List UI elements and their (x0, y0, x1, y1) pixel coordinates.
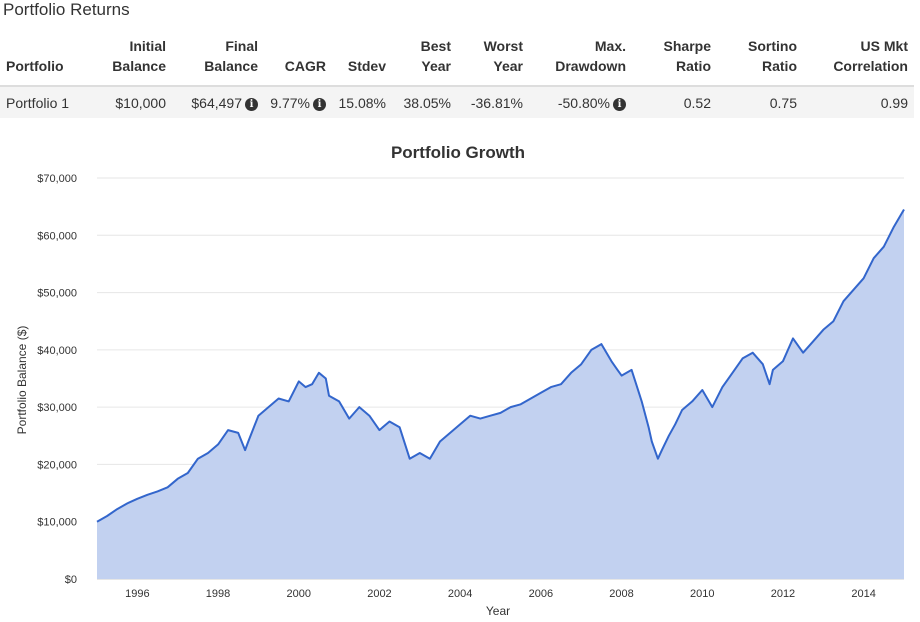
y-tick-label: $40,000 (37, 345, 77, 357)
col-header-portfolio: Portfolio (0, 33, 98, 87)
y-tick-label: $20,000 (37, 459, 77, 471)
y-tick-label: $30,000 (37, 402, 77, 414)
y-axis-label: Portfolio Balance ($) (15, 326, 29, 435)
axes: $0 $10,000 $20,000 $30,000 $40,000 $50,000 $60… (37, 173, 876, 600)
col-header-initial-balance: Initial Balance (98, 33, 172, 87)
portfolio-returns-table: Portfolio Initial Balance Final Balance CA… (0, 33, 914, 118)
table-header-row: Portfolio Initial Balance Final Balance CA… (0, 33, 914, 87)
section-title: Portfolio Returns (3, 0, 130, 19)
cell-initial-balance: $10,000 (98, 86, 172, 118)
cell-best-year: 38.05% (392, 86, 457, 118)
y-tick-label: $50,000 (37, 288, 77, 300)
series-line (96, 208, 905, 523)
col-header-cagr: CAGR (264, 33, 332, 87)
cell-cagr: 9.77% i (264, 86, 332, 118)
x-tick-label: 2006 (529, 588, 553, 600)
col-header-final-balance: Final Balance (172, 33, 264, 87)
chart-title: Portfolio Growth (391, 143, 525, 162)
table-row: Portfolio 1 $10,000 $64,497 i 9.77% i 15.0… (0, 86, 914, 118)
col-header-worst-year: Worst Year (457, 33, 529, 87)
col-header-sortino-ratio: Sortino Ratio (717, 33, 803, 87)
x-tick-label: 2002 (367, 588, 391, 600)
cell-max-drawdown: -50.80% i (529, 86, 632, 118)
cell-worst-year: -36.81% (457, 86, 529, 118)
info-icon[interactable]: i (245, 98, 258, 111)
col-header-us-mkt-correlation: US Mkt Correlation (803, 33, 914, 87)
x-tick-label: 2004 (448, 588, 472, 600)
info-icon[interactable]: i (313, 98, 326, 111)
col-header-max-drawdown: Max. Drawdown (529, 33, 632, 87)
x-tick-label: 1998 (206, 588, 230, 600)
x-axis-label: Year (486, 604, 510, 618)
x-tick-label: 2014 (851, 588, 875, 600)
x-tick-label: 2000 (287, 588, 311, 600)
y-tick-label: $10,000 (37, 517, 77, 529)
col-header-best-year: Best Year (392, 33, 457, 87)
cell-portfolio-name: Portfolio 1 (0, 86, 98, 118)
x-tick-label: 1996 (125, 588, 149, 600)
info-icon[interactable]: i (613, 98, 626, 111)
col-header-stdev: Stdev (332, 33, 392, 87)
cell-us-mkt-correlation: 0.99 (803, 86, 914, 118)
cell-stdev: 15.08% (332, 86, 392, 118)
cell-final-balance: $64,497 i (172, 86, 264, 118)
y-tick-label: $0 (65, 574, 77, 586)
plot-area (96, 208, 905, 579)
y-tick-label: $60,000 (37, 230, 77, 242)
cell-sharpe-ratio: 0.52 (632, 86, 717, 118)
y-tick-label: $70,000 (37, 173, 77, 185)
x-tick-label: 2010 (690, 588, 714, 600)
cell-sortino-ratio: 0.75 (717, 86, 803, 118)
x-tick-label: 2012 (771, 588, 795, 600)
col-header-sharpe-ratio: Sharpe Ratio (632, 33, 717, 87)
portfolio-growth-chart: $0 $10,000 $20,000 $30,000 $40,000 $50,000 $60… (15, 143, 905, 618)
area-fill (97, 209, 904, 579)
x-tick-label: 2008 (609, 588, 633, 600)
